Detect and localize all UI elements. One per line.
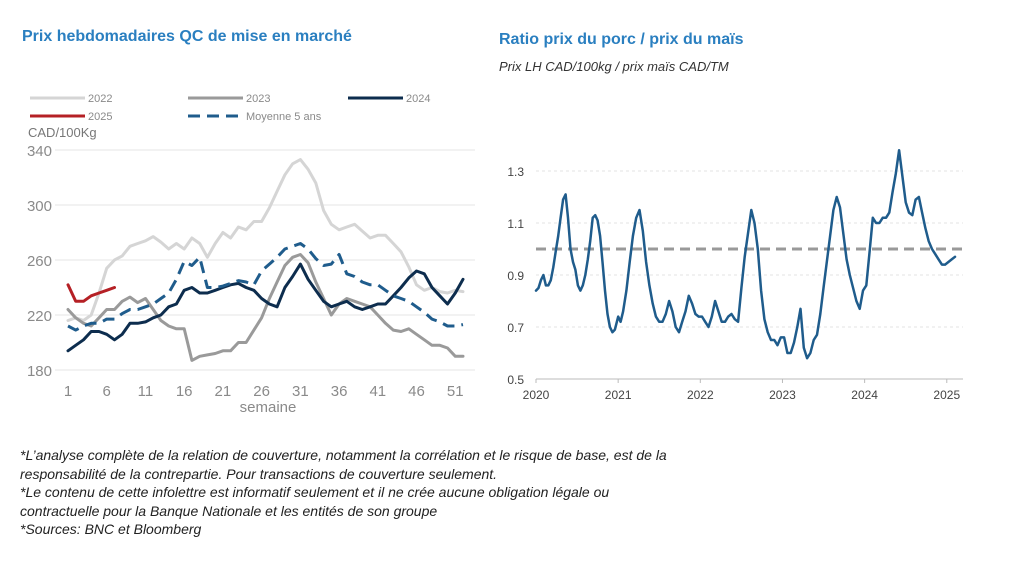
y-tick-label: 180 — [27, 363, 52, 380]
x-tick-label: 31 — [292, 383, 309, 400]
legend-label: Moyenne 5 ans — [246, 111, 322, 123]
y-axis-title: CAD/100Kg — [28, 125, 97, 140]
y-tick-label: 0.7 — [507, 321, 524, 335]
footnote-line: *Le contenu de cette infolettre est info… — [20, 484, 610, 500]
x-tick-label: 41 — [369, 383, 386, 400]
legend-label: 2023 — [246, 93, 270, 105]
legend-label: 2025 — [88, 111, 112, 123]
footnote-line: responsabilité de la contrepartie. Pour … — [20, 465, 498, 482]
series-line — [66, 262, 465, 353]
x-tick-label: 2023 — [769, 388, 796, 402]
x-tick-label: 36 — [331, 383, 348, 400]
x-tick-label: 26 — [253, 383, 270, 400]
y-tick-label: 1.1 — [507, 217, 524, 231]
x-tick-label: 21 — [215, 383, 232, 400]
x-tick-label: 2024 — [851, 388, 878, 402]
legend-label: 2024 — [406, 93, 430, 105]
x-tick-label: 11 — [138, 383, 154, 400]
x-tick-label: 2025 — [933, 388, 960, 402]
x-tick-label: 51 — [447, 383, 464, 400]
right-chart: 0.5 0.7 0.9 1.1 1.3 2020 2021 2022 2023 2024 2025 — [507, 148, 963, 402]
x-tick-label: 1 — [64, 383, 72, 400]
x-tick-label: 2021 — [605, 388, 632, 402]
series-line — [66, 283, 116, 303]
y-tick-label: 260 — [27, 253, 52, 270]
footnotes: *L’analyse complète de la relation de co… — [20, 446, 1010, 539]
x-tick-label: 6 — [103, 383, 111, 400]
y-tick-label: 0.5 — [507, 373, 524, 387]
legend-label: 2022 — [88, 93, 112, 105]
footnote-line: contractuelle pour la Banque Nationale e… — [20, 502, 438, 519]
x-tick-label: 2022 — [687, 388, 714, 402]
right-chart-title: Ratio prix du porc / prix du maïs — [499, 31, 744, 48]
left-chart-title: Prix hebdomadaires QC de mise en marché — [22, 28, 352, 45]
right-chart-subtitle: Prix LH CAD/100kg / prix maïs CAD/TM — [499, 59, 729, 74]
y-tick-label: 340 — [27, 143, 52, 160]
y-tick-label: 220 — [27, 308, 52, 325]
series-line — [66, 158, 465, 322]
y-tick-label: 300 — [27, 198, 52, 215]
series-line — [67, 242, 464, 332]
footnote-line: *Sources: BNC et Bloomberg — [20, 521, 202, 537]
x-tick-label: 16 — [176, 383, 193, 400]
x-tick-label: 46 — [408, 383, 425, 400]
series-line — [534, 148, 957, 360]
x-tick-label: 2020 — [523, 388, 550, 402]
x-axis-title: semaine — [240, 399, 297, 416]
footnote-line: *L’analyse complète de la relation de co… — [20, 447, 667, 463]
y-tick-label: 0.9 — [507, 269, 524, 283]
y-tick-label: 1.3 — [507, 165, 524, 179]
series-line — [66, 253, 465, 362]
